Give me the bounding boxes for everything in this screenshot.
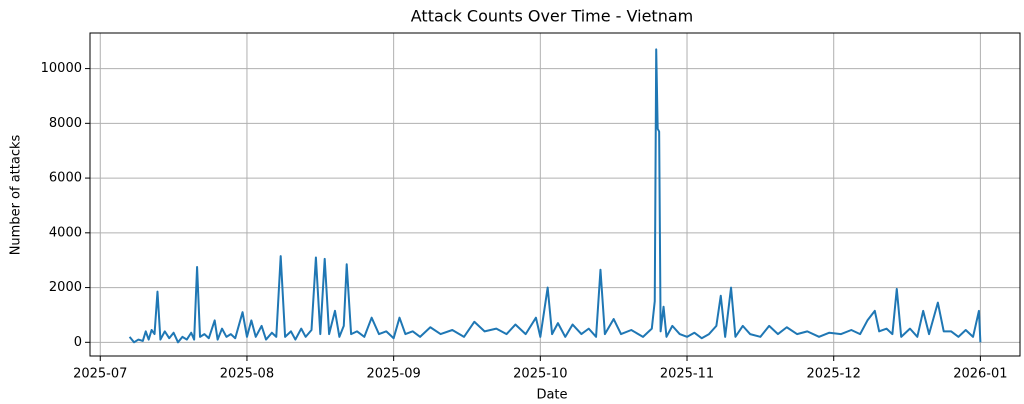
x-axis-label: Date <box>536 388 567 403</box>
y-tick-label: 10000 <box>41 61 82 76</box>
plot-frame <box>89 32 1021 357</box>
data-line <box>128 48 982 344</box>
x-tick-label: 2026-01 <box>953 367 1007 382</box>
x-tick-label: 2025-08 <box>220 367 274 382</box>
y-tick-label: 6000 <box>49 171 82 186</box>
x-tick-label: 2025-07 <box>73 367 127 382</box>
x-tick-label: 2025-12 <box>807 367 861 382</box>
x-tick-label: 2025-11 <box>660 367 714 382</box>
chart-title: Attack Counts Over Time - Vietnam <box>411 7 693 26</box>
y-axis-label: Number of attacks <box>9 134 24 255</box>
x-tick-label: 2025-10 <box>513 367 567 382</box>
y-tick-label: 2000 <box>49 280 82 295</box>
y-tick-label: 8000 <box>49 116 82 131</box>
y-tick-label: 4000 <box>49 225 82 240</box>
x-tick-label: 2025-09 <box>366 367 420 382</box>
y-tick-label: 0 <box>74 335 82 350</box>
